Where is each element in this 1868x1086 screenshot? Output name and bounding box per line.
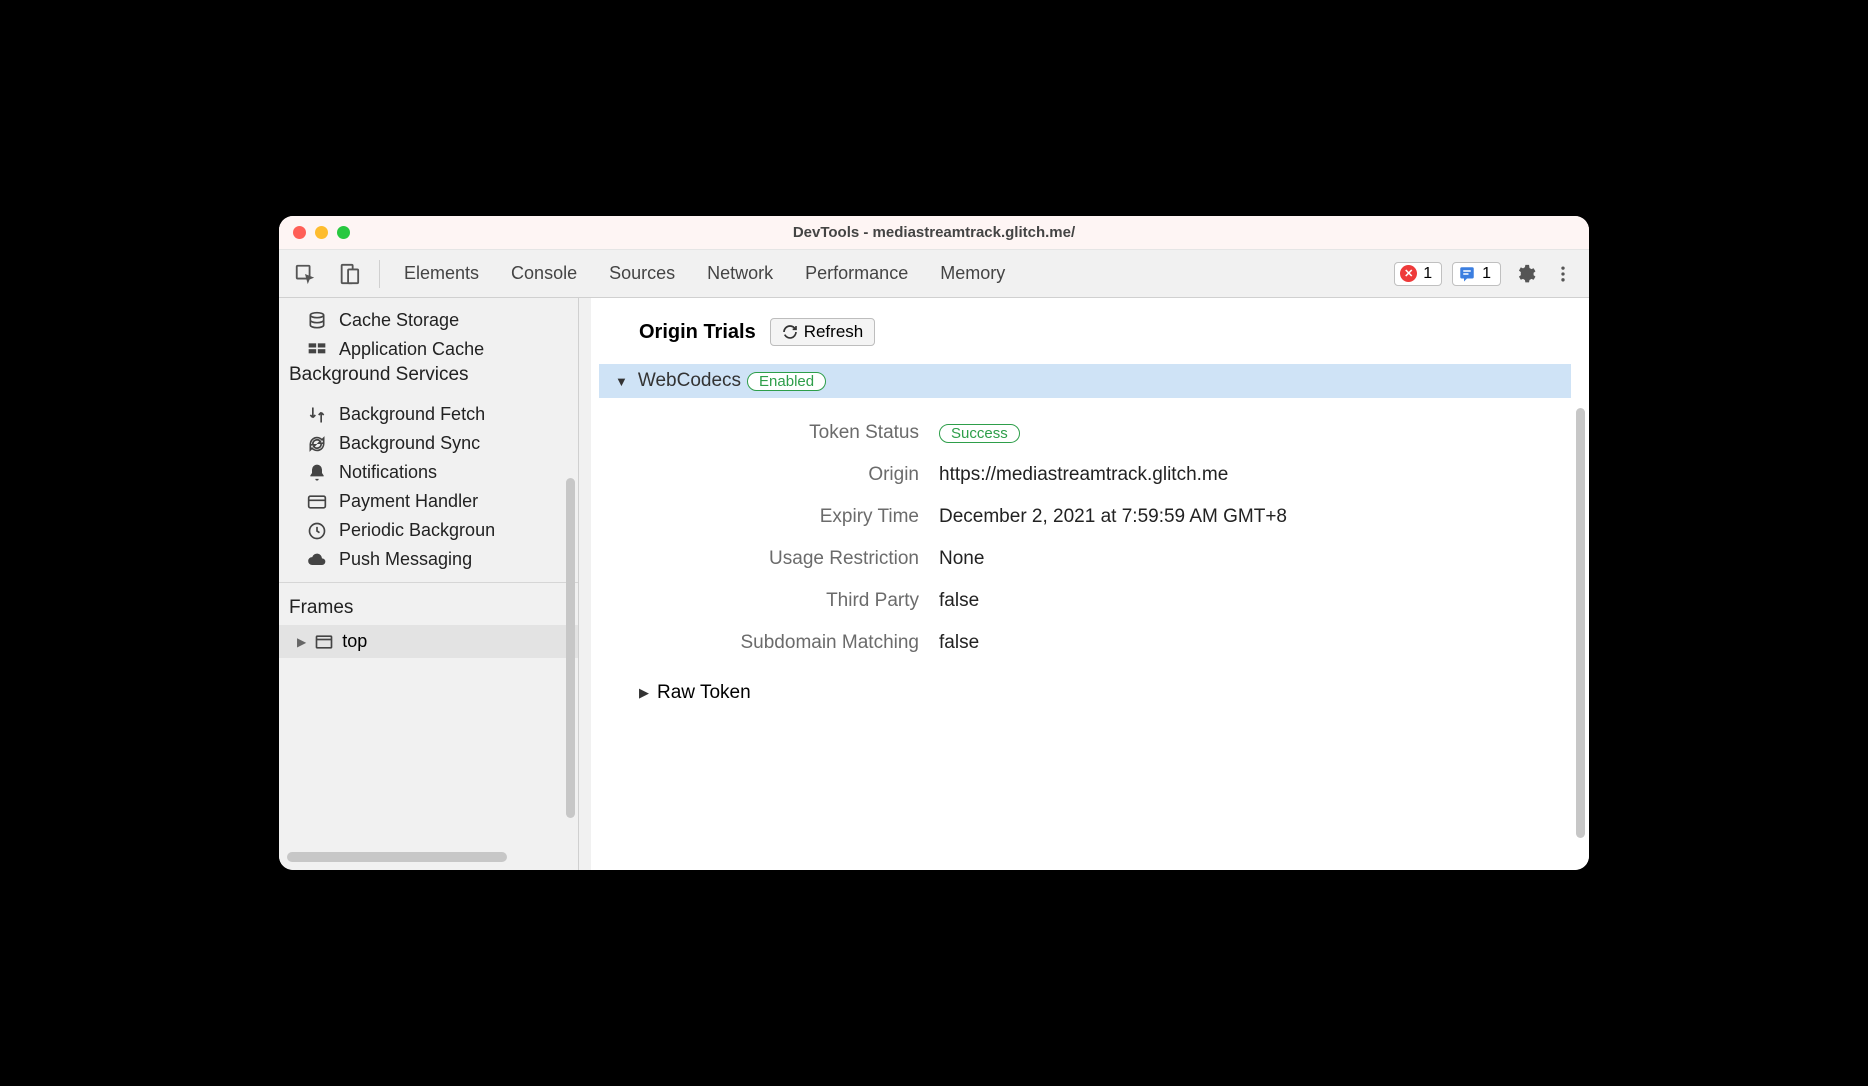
raw-token-row[interactable]: ▶ Raw Token: [639, 682, 1571, 704]
sidebar-label: Periodic Backgroun: [339, 520, 495, 541]
refresh-button[interactable]: Refresh: [770, 318, 876, 346]
content-area: Cache Storage Application Cache Backgrou…: [279, 298, 1589, 870]
traffic-lights: [279, 226, 350, 239]
expand-icon: ▶: [297, 635, 306, 649]
sidebar-body: Cache Storage Application Cache Backgrou…: [279, 298, 578, 852]
error-count: 1: [1423, 265, 1432, 283]
collapse-icon: ▼: [615, 374, 628, 389]
error-icon: ✕: [1400, 265, 1417, 282]
main-scrollbar-vertical[interactable]: [1576, 408, 1585, 838]
detail-label: Token Status: [639, 422, 939, 444]
sidebar-label: Application Cache: [339, 339, 484, 360]
background-services-heading: Background Services: [279, 364, 578, 392]
detail-third-party: Third Party false: [639, 580, 1571, 622]
tab-network[interactable]: Network: [699, 263, 781, 284]
titlebar: DevTools - mediastreamtrack.glitch.me/: [279, 216, 1589, 250]
background-services-section: Background Fetch Background Sync Notific…: [279, 392, 578, 574]
sidebar-item-periodic-background[interactable]: Periodic Backgroun: [279, 516, 578, 545]
detail-expiry: Expiry Time December 2, 2021 at 7:59:59 …: [639, 496, 1571, 538]
sidebar-item-background-sync[interactable]: Background Sync: [279, 429, 578, 458]
detail-value: December 2, 2021 at 7:59:59 AM GMT+8: [939, 506, 1287, 528]
separator: [379, 260, 380, 288]
frame-top[interactable]: ▶ top: [279, 625, 578, 658]
database-icon: [307, 311, 327, 331]
trial-details: Token Status Success Origin https://medi…: [639, 412, 1571, 664]
refresh-icon: [782, 324, 798, 340]
sidebar-label: Payment Handler: [339, 491, 478, 512]
tab-performance[interactable]: Performance: [797, 263, 916, 284]
detail-value: https://mediastreamtrack.glitch.me: [939, 464, 1228, 486]
detail-token-status: Token Status Success: [639, 412, 1571, 454]
clock-icon: [307, 521, 327, 541]
sidebar-label: Cache Storage: [339, 310, 459, 331]
sidebar-scrollbar-vertical[interactable]: [566, 478, 575, 818]
sidebar-label: Background Sync: [339, 433, 480, 454]
devtools-window: DevTools - mediastreamtrack.glitch.me/ E…: [279, 216, 1589, 870]
section-header: Origin Trials Refresh: [639, 318, 1571, 346]
section-title: Origin Trials: [639, 321, 756, 344]
errors-badge[interactable]: ✕ 1: [1394, 262, 1442, 286]
refresh-label: Refresh: [804, 322, 864, 342]
close-window-button[interactable]: [293, 226, 306, 239]
sync-icon: [307, 434, 327, 454]
issue-icon: [1458, 265, 1476, 283]
more-icon[interactable]: [1549, 260, 1577, 288]
detail-label: Usage Restriction: [639, 548, 939, 570]
trial-status-pill: Enabled: [747, 372, 826, 391]
tab-sources[interactable]: Sources: [601, 263, 683, 284]
bell-icon: [307, 463, 327, 483]
frame-label: top: [342, 631, 367, 652]
frame-icon: [314, 632, 334, 652]
window-title: DevTools - mediastreamtrack.glitch.me/: [279, 224, 1589, 241]
sidebar-label: Background Fetch: [339, 404, 485, 425]
expand-icon: ▶: [639, 685, 649, 701]
detail-value: None: [939, 548, 984, 570]
detail-subdomain-matching: Subdomain Matching false: [639, 622, 1571, 664]
grid-icon: [307, 340, 327, 360]
trial-name: WebCodecs: [638, 370, 741, 392]
tab-console[interactable]: Console: [503, 263, 585, 284]
detail-label: Third Party: [639, 590, 939, 612]
detail-usage-restriction: Usage Restriction None: [639, 538, 1571, 580]
trial-webcodecs[interactable]: ▼ WebCodecs Enabled: [599, 364, 1571, 398]
zoom-window-button[interactable]: [337, 226, 350, 239]
sidebar-scrollbar-horizontal[interactable]: [287, 852, 570, 864]
main-panel: Origin Trials Refresh ▼ WebCodecs Enable…: [579, 298, 1589, 870]
tab-memory[interactable]: Memory: [932, 263, 1013, 284]
fetch-icon: [307, 405, 327, 425]
tab-elements[interactable]: Elements: [396, 263, 487, 284]
sidebar-item-notifications[interactable]: Notifications: [279, 458, 578, 487]
sidebar: Cache Storage Application Cache Backgrou…: [279, 298, 579, 870]
sidebar-label: Push Messaging: [339, 549, 472, 570]
card-icon: [307, 492, 327, 512]
token-status-pill: Success: [939, 424, 1020, 443]
scrollbar-thumb[interactable]: [287, 852, 507, 862]
frames-heading: Frames: [279, 582, 578, 625]
minimize-window-button[interactable]: [315, 226, 328, 239]
storage-section: Cache Storage Application Cache: [279, 298, 578, 364]
tabbar-right: ✕ 1 1: [1394, 260, 1577, 288]
device-toolbar-icon[interactable]: [335, 260, 363, 288]
detail-label: Subdomain Matching: [639, 632, 939, 654]
issues-badge[interactable]: 1: [1452, 262, 1501, 286]
raw-token-label: Raw Token: [657, 682, 751, 704]
sidebar-item-application-cache[interactable]: Application Cache: [279, 335, 578, 364]
sidebar-item-push-messaging[interactable]: Push Messaging: [279, 545, 578, 574]
detail-label: Expiry Time: [639, 506, 939, 528]
detail-origin: Origin https://mediastreamtrack.glitch.m…: [639, 454, 1571, 496]
detail-label: Origin: [639, 464, 939, 486]
sidebar-item-cache-storage[interactable]: Cache Storage: [279, 306, 578, 335]
cloud-icon: [307, 550, 327, 570]
issue-count: 1: [1482, 265, 1491, 283]
sidebar-item-background-fetch[interactable]: Background Fetch: [279, 400, 578, 429]
sidebar-item-payment-handler[interactable]: Payment Handler: [279, 487, 578, 516]
sidebar-label: Notifications: [339, 462, 437, 483]
detail-value: false: [939, 590, 979, 612]
detail-value: false: [939, 632, 979, 654]
settings-icon[interactable]: [1511, 260, 1539, 288]
tabbar: Elements Console Sources Network Perform…: [279, 250, 1589, 298]
inspect-element-icon[interactable]: [291, 260, 319, 288]
